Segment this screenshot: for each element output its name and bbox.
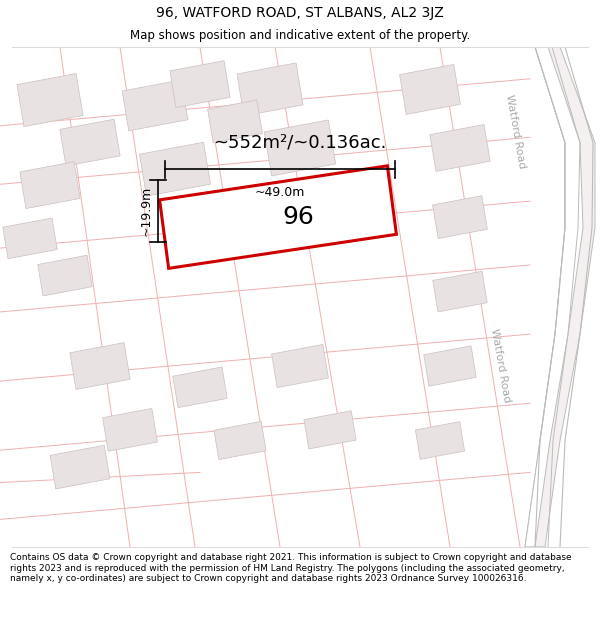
- Polygon shape: [38, 255, 92, 296]
- Polygon shape: [3, 218, 57, 259]
- Polygon shape: [237, 63, 303, 116]
- Text: 96, WATFORD ROAD, ST ALBANS, AL2 3JZ: 96, WATFORD ROAD, ST ALBANS, AL2 3JZ: [156, 6, 444, 20]
- Polygon shape: [50, 445, 110, 489]
- Polygon shape: [433, 271, 487, 312]
- Text: ~19.9m: ~19.9m: [139, 186, 152, 236]
- Text: ~552m²/~0.136ac.: ~552m²/~0.136ac.: [214, 134, 386, 152]
- Polygon shape: [140, 142, 211, 196]
- Polygon shape: [103, 409, 157, 451]
- Polygon shape: [122, 80, 188, 131]
- Polygon shape: [60, 119, 120, 166]
- Text: Watford Road: Watford Road: [488, 328, 511, 404]
- Text: 96: 96: [282, 205, 314, 229]
- Polygon shape: [265, 120, 335, 176]
- Text: Map shows position and indicative extent of the property.: Map shows position and indicative extent…: [130, 29, 470, 42]
- Polygon shape: [208, 100, 262, 142]
- Text: Contains OS data © Crown copyright and database right 2021. This information is : Contains OS data © Crown copyright and d…: [10, 553, 572, 583]
- Polygon shape: [424, 346, 476, 386]
- Polygon shape: [173, 367, 227, 408]
- Polygon shape: [525, 47, 595, 547]
- Polygon shape: [400, 64, 460, 114]
- Polygon shape: [17, 74, 83, 126]
- Polygon shape: [304, 411, 356, 449]
- Polygon shape: [415, 422, 464, 459]
- Polygon shape: [272, 344, 328, 388]
- Polygon shape: [214, 421, 266, 459]
- Polygon shape: [525, 47, 583, 547]
- Polygon shape: [70, 342, 130, 389]
- Polygon shape: [433, 196, 487, 239]
- Polygon shape: [298, 192, 362, 242]
- Polygon shape: [20, 162, 80, 209]
- Polygon shape: [430, 124, 490, 171]
- Polygon shape: [170, 61, 230, 108]
- Polygon shape: [160, 166, 397, 268]
- Text: Watford Road: Watford Road: [503, 94, 526, 170]
- Text: ~49.0m: ~49.0m: [255, 186, 305, 199]
